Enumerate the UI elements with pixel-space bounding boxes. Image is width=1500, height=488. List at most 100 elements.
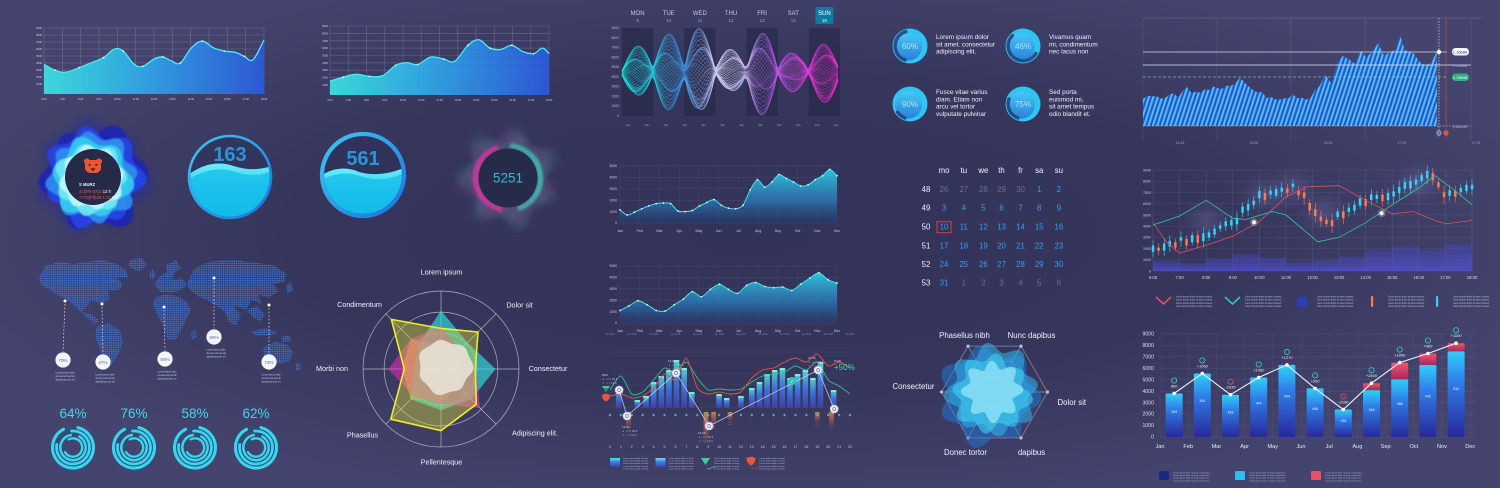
svg-text:163: 163 [213,144,246,166]
svg-text:11:00: 11:00 [133,97,140,101]
svg-text:49: 49 [922,204,931,213]
svg-text:4000: 4000 [609,176,617,180]
svg-text:11:00: 11:00 [418,98,425,102]
svg-text:5000: 5000 [609,264,617,268]
svg-text:64%: 64% [59,406,86,421]
svg-text:Profit: Profit [834,359,841,363]
svg-text:sit amet elit sed do: sit amet elit sed do [207,352,227,355]
svg-text:Dolor sit: Dolor sit [506,301,532,310]
svg-text:4000: 4000 [611,75,619,79]
svg-text:31: 31 [940,278,949,287]
svg-text:Lorem ipsum dolor sit amet: Lorem ipsum dolor sit amet [623,457,648,460]
svg-text:8000: 8000 [36,33,42,37]
svg-text:Sed porta: Sed porta [1049,89,1077,96]
svg-text:6:00: 6:00 [1149,275,1158,280]
svg-text:Lorem ipsum dolor: Lorem ipsum dolor [936,34,990,41]
svg-text:May: May [696,329,703,333]
svg-text:adipiscing nunc mi: adipiscing nunc mi [96,381,115,383]
svg-text:Lorem ipsum dolor sit amet con: Lorem ipsum dolor sit amet consect [1245,302,1282,305]
svg-text:odio blandit et.: odio blandit et. [1049,111,1091,118]
svg-text:9:00: 9:00 [96,97,102,101]
svg-text:sit amet elit sed do: sit amet elit sed do [158,374,178,377]
svg-text:Lorem ipsum dolor sit amet: Lorem ipsum dolor sit amet [623,460,648,463]
svg-text:5000: 5000 [609,164,617,168]
svg-text:16:00: 16:00 [224,97,231,101]
svg-text:Apr: Apr [676,229,682,233]
svg-text:Feb: Feb [637,229,643,233]
svg-text:Morbi non: Morbi non [316,364,348,373]
svg-text:14:00: 14:00 [1360,275,1371,280]
svg-text:3000: 3000 [1143,236,1151,240]
svg-text:11:00: 11:00 [1281,275,1292,280]
svg-text:22: 22 [1035,241,1044,250]
svg-text:8000: 8000 [1142,343,1154,349]
svg-text:Lorem ipsum dolor: Lorem ipsum dolor [158,371,177,374]
svg-text:tu: tu [961,166,968,175]
svg-text:Aug: Aug [1352,444,1362,450]
svg-text:Lorem ipsum dolor: Lorem ipsum dolor [96,374,115,377]
svg-text:Lorem ipsum dolor sit amet: Lorem ipsum dolor sit amet [714,462,739,465]
svg-text:46%: 46% [1015,42,1031,51]
svg-text:418: 418 [1228,411,1234,415]
svg-text:58%: 58% [181,406,208,421]
svg-text:Lorem ipsum dolor sit amet con: Lorem ipsum dolor sit amet consectetur [1325,472,1362,475]
svg-text:Lorem ipsum dolor sit amet con: Lorem ipsum dolor sit amet consect [1388,305,1425,308]
svg-text:20: 20 [997,241,1006,250]
svg-text:May: May [1268,444,1279,450]
svg-text:3000: 3000 [1142,400,1154,406]
svg-text:Lorem ipsum dolor sit amet con: Lorem ipsum dolor sit amet consect [1388,302,1425,305]
svg-text:62%: 62% [242,406,269,421]
svg-text:adipiscing nunc mi: adipiscing nunc mi [158,378,177,380]
svg-text:Lorem ipsum dolor sit amet con: Lorem ipsum dolor sit amet consectetur [1325,474,1362,477]
svg-text:Jul: Jul [736,329,741,333]
svg-text:dapibus: dapibus [1018,448,1045,457]
svg-text:FRI: FRI [757,11,767,17]
svg-text:17:00: 17:00 [528,98,535,102]
svg-text:↑: ↑ [1455,329,1457,333]
svg-text:Apr: Apr [676,329,682,333]
svg-text:Lorem ipsum dolor sit amet con: Lorem ipsum dolor sit amet consect [1453,302,1490,305]
svg-text:9: 9 [707,445,709,449]
svg-text:27: 27 [959,185,968,194]
svg-text:+1060: +1060 [1197,364,1209,369]
svg-text:Lorem ipsum dolor sit amet con: Lorem ipsum dolor sit amet consect [1453,305,1490,308]
svg-text:47%: 47% [98,360,107,365]
svg-text:14:00: 14:00 [187,97,194,101]
svg-text:534: 534 [1453,387,1459,391]
svg-text:2: 2 [981,278,985,287]
svg-text:344: 344 [1284,394,1290,398]
svg-text:25: 25 [959,260,968,269]
svg-text:12: 12 [739,445,743,449]
svg-text:Jan: Jan [777,123,782,127]
svg-text:4000: 4000 [1142,389,1154,395]
svg-text:Lorem ipsum dolor sit amet: Lorem ipsum dolor sit amet [760,465,785,468]
svg-text:↑: ↑ [1371,369,1373,373]
svg-text:▼ -1.2 12.4: ▼ -1.2 12.4 [668,367,683,371]
svg-text:18:00: 18:00 [1467,275,1478,280]
svg-text:↑: ↑ [1201,359,1203,363]
svg-text:26: 26 [940,185,949,194]
svg-text:Jan 2018: Jan 2018 [802,334,812,336]
svg-text:344: 344 [1171,410,1177,414]
svg-text:13:00: 13:00 [455,98,462,102]
svg-text:2: 2 [1057,185,1061,194]
svg-text:8:00: 8:00 [1202,275,1211,280]
svg-text:Jan 2018: Jan 2018 [714,334,724,336]
svg-text:Jan 2018: Jan 2018 [736,334,746,336]
svg-text:Jan: Jan [796,123,801,127]
svg-text:▼ -1.2 12.4: ▼ -1.2 12.4 [698,439,713,443]
svg-text:16:15: 16:15 [1176,141,1185,145]
svg-text:6:00: 6:00 [327,98,333,102]
svg-text:Mar: Mar [656,229,663,233]
svg-text:11: 11 [698,18,703,23]
svg-text:mo: mo [939,166,950,175]
svg-text:12:00: 12:00 [1307,275,1318,280]
svg-text:21: 21 [837,445,841,449]
svg-text:89%: 89% [209,335,218,340]
svg-text:Lorem ipsum dolor sit amet con: Lorem ipsum dolor sit amet consect [1176,296,1213,299]
svg-text:Lorem ipsum dolor sit amet: Lorem ipsum dolor sit amet [669,462,694,465]
svg-text:12:00: 12:00 [622,425,630,429]
svg-text:12:00: 12:00 [436,98,443,102]
svg-text:3000: 3000 [36,68,42,72]
svg-text:7:00: 7:00 [346,98,352,102]
